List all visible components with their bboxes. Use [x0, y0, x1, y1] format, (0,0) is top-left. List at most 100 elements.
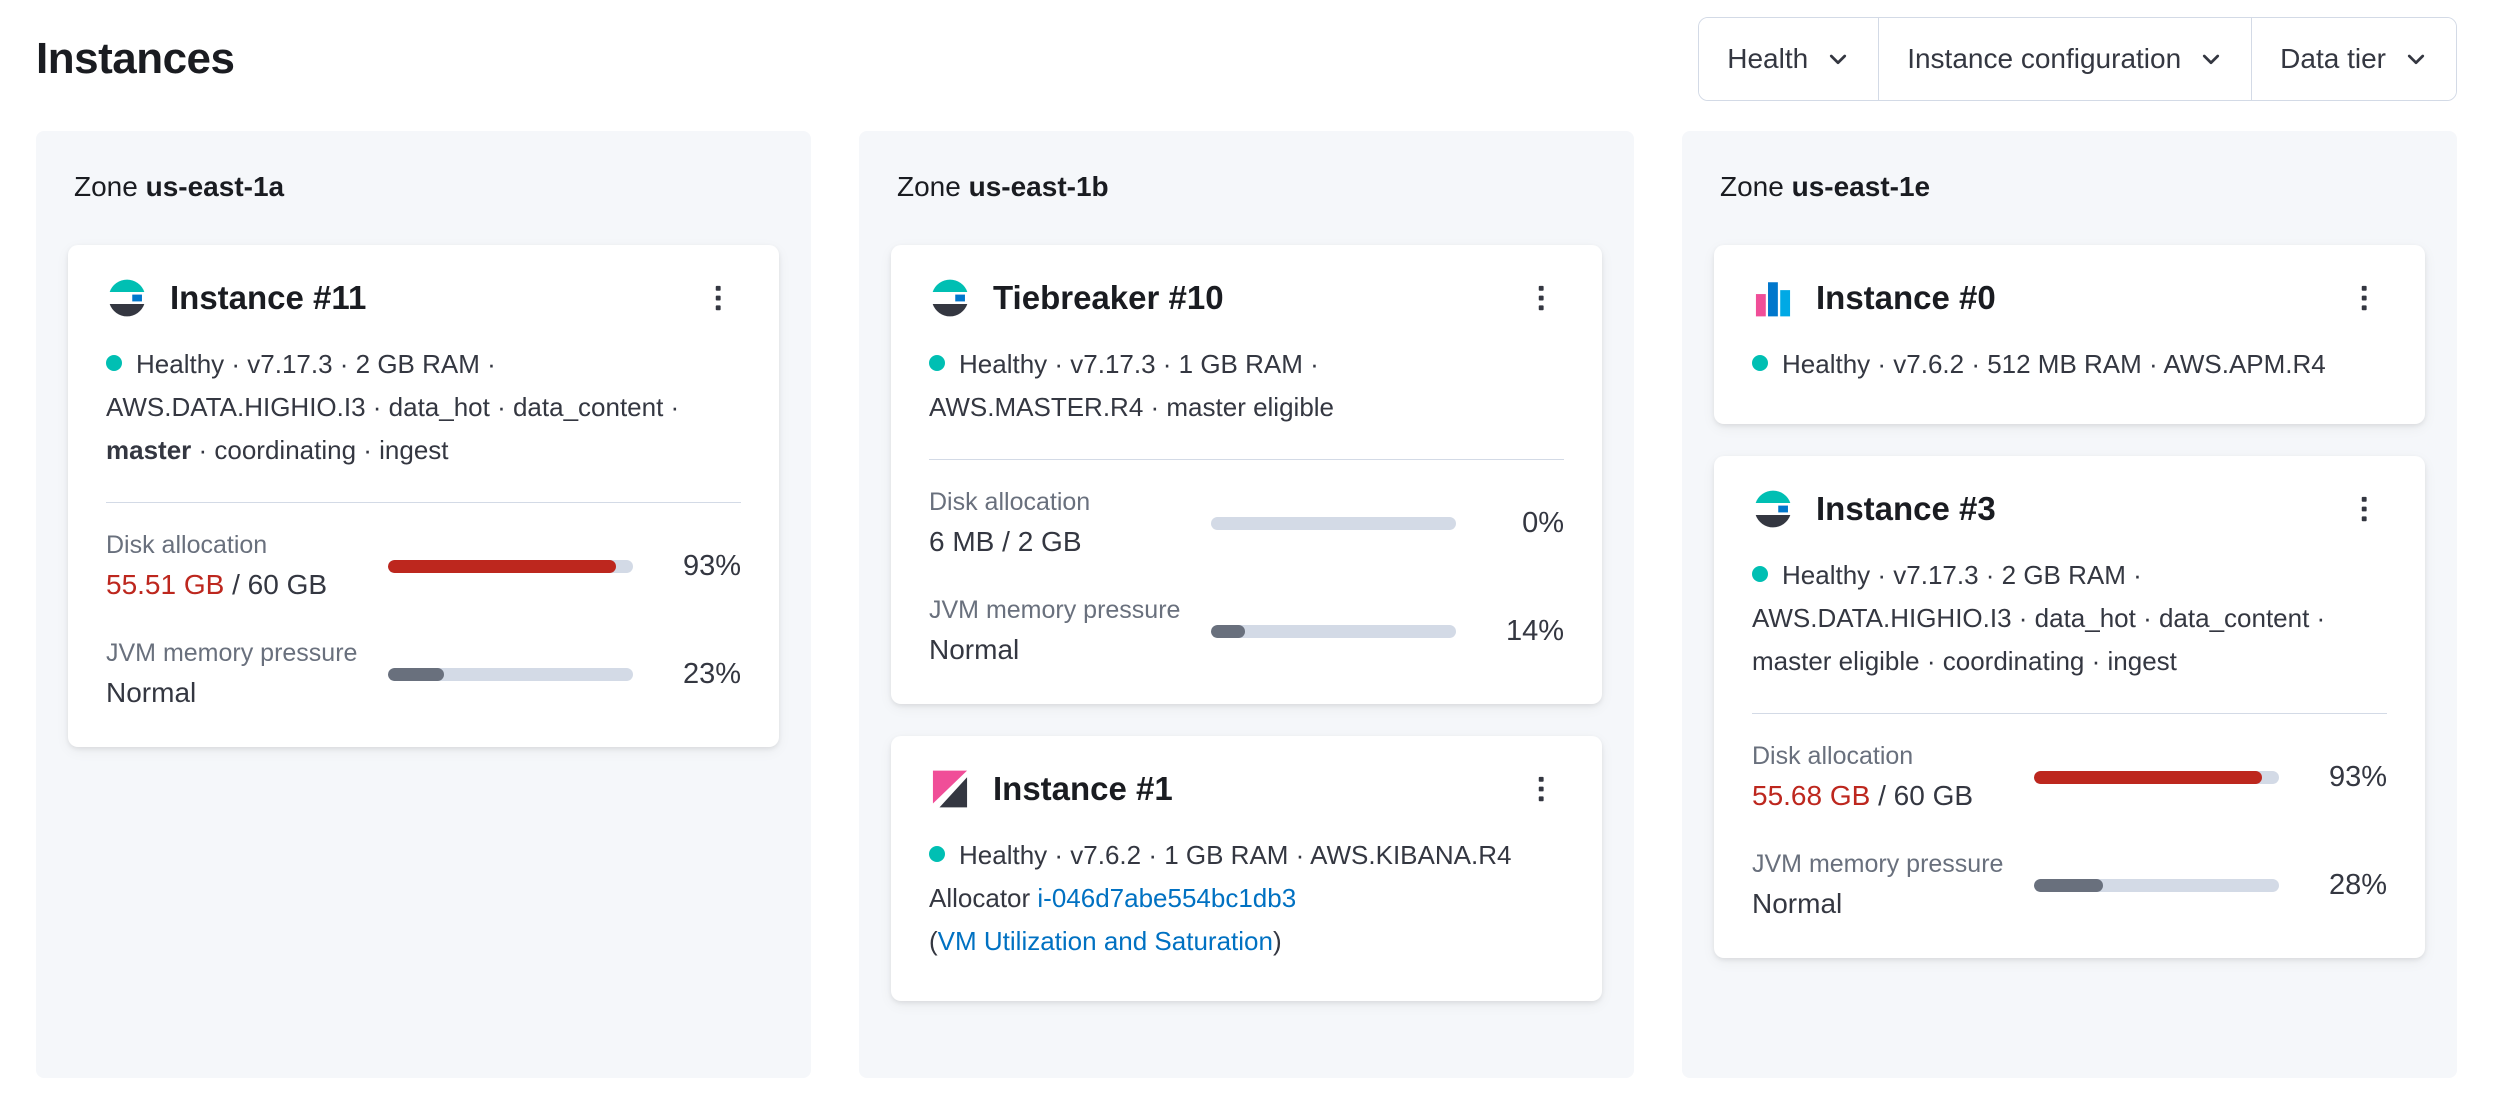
elasticsearch-icon	[929, 277, 971, 319]
ellipsis-vertical-icon	[1538, 776, 1544, 802]
filter-instance-configuration[interactable]: Instance configuration	[1878, 18, 2252, 100]
instance-title: Tiebreaker #10	[993, 279, 1224, 316]
ellipsis-vertical-icon	[2361, 496, 2367, 522]
menu-button-instance-1[interactable]	[1518, 768, 1564, 810]
card-divider	[1752, 713, 2387, 714]
health-dot-icon	[1752, 566, 1768, 582]
card-divider	[106, 502, 741, 503]
elasticsearch-icon	[1752, 488, 1794, 530]
card-header: Instance #0	[1752, 277, 2387, 319]
meta-bold: master	[106, 435, 192, 465]
jvm-memory-value: Normal	[929, 634, 1020, 665]
disk-used: 55.68 GB	[1752, 780, 1871, 811]
meta-line: AWS.DATA.HIGHIO.I3 · data_hot · data_con…	[106, 392, 680, 422]
filter-health[interactable]: Health	[1699, 18, 1879, 100]
jvm-memory-value: Normal	[106, 677, 197, 708]
zone-name: us-east-1b	[968, 171, 1109, 202]
disk-allocation-label: Disk allocation	[929, 488, 1091, 516]
menu-button-instance-3[interactable]	[2341, 488, 2387, 530]
vm-utilization-link[interactable]: VM Utilization and Saturation	[937, 926, 1273, 956]
meta-line: master · coordinating · ingest	[106, 429, 741, 472]
menu-button-instance-0[interactable]	[2341, 277, 2387, 319]
meta-text: Healthy · v7.17.3 · 1 GB RAM ·	[959, 349, 1319, 379]
instance-title: Instance #0	[1816, 279, 1996, 316]
zone-label: Zone	[897, 171, 961, 202]
apm-icon	[1752, 277, 1794, 319]
disk-allocation-percent: 0%	[1522, 506, 1564, 539]
ellipsis-vertical-icon	[715, 285, 721, 311]
card-header: Tiebreaker #10	[929, 277, 1564, 319]
filter-data-tier-label: Data tier	[2280, 43, 2386, 74]
meta-line: Healthy · v7.17.3 · 2 GB RAM ·	[106, 343, 741, 386]
stat-text: Disk allocation 55.68 GB / 60 GB	[1752, 742, 2034, 812]
meta-text: Healthy · v7.6.2 · 512 MB RAM · AWS.APM.…	[1782, 349, 2326, 379]
menu-button-instance-11[interactable]	[695, 277, 741, 319]
zone-label: Zone	[1720, 171, 1784, 202]
jvm-memory-stat: JVM memory pressure Normal 28%	[1752, 850, 2387, 920]
zone-name: us-east-1e	[1791, 171, 1931, 202]
topbar: Instances Health Instance configuration …	[0, 0, 2500, 101]
allocator-line: Allocator i-046d7abe554bc1db3	[929, 877, 1564, 920]
chevron-down-icon	[1830, 54, 1847, 65]
zone-us-east-1e: Zone us-east-1e Instance #0 Healthy · v7…	[1682, 131, 2457, 1078]
disk-allocation-bar	[2034, 770, 2279, 784]
meta-text: · coordinating · ingest	[191, 435, 449, 465]
meta-line: AWS.MASTER.R4 · master eligible	[929, 392, 1335, 422]
chevron-down-icon	[2203, 54, 2220, 65]
instance-card-0: Instance #0 Healthy · v7.6.2 · 512 MB RA…	[1714, 245, 2425, 424]
jvm-memory-label: JVM memory pressure	[1752, 850, 2004, 878]
stat-text: JVM memory pressure Normal	[1752, 850, 2034, 920]
zone-label: Zone	[74, 171, 138, 202]
vm-utilization-line: (VM Utilization and Saturation)	[929, 920, 1564, 963]
disk-allocation-value: 6 MB / 2 GB	[929, 526, 1082, 557]
paren-close: )	[1272, 926, 1282, 956]
zone-us-east-1b: Zone us-east-1b Tiebreaker #10 Healthy ·…	[859, 131, 1634, 1078]
jvm-memory-label: JVM memory pressure	[106, 639, 358, 667]
disk-allocation-bar	[388, 559, 633, 573]
jvm-memory-stat: JVM memory pressure Normal 23%	[106, 639, 741, 709]
instance-meta: Healthy · v7.6.2 · 512 MB RAM · AWS.APM.…	[1752, 343, 2387, 386]
disk-total: / 60 GB	[1870, 780, 1974, 811]
disk-allocation-stat: Disk allocation 55.51 GB / 60 GB 93%	[106, 531, 741, 601]
zone-us-east-1a: Zone us-east-1a Instance #11 Healthy · v…	[36, 131, 811, 1078]
jvm-memory-bar	[388, 667, 633, 681]
instance-card-11: Instance #11 Healthy · v7.17.3 · 2 GB RA…	[68, 245, 779, 747]
disk-allocation-bar	[1211, 516, 1456, 530]
disk-allocation-percent: 93%	[2328, 760, 2387, 793]
paren-open: (	[929, 926, 938, 956]
jvm-memory-label: JVM memory pressure	[929, 596, 1181, 624]
meta-line: Healthy · v7.6.2 · 512 MB RAM · AWS.APM.…	[1752, 343, 2387, 386]
filter-data-tier[interactable]: Data tier	[2251, 18, 2456, 100]
jvm-memory-value: Normal	[1752, 888, 1843, 919]
zone-title: Zone us-east-1e	[1720, 171, 2425, 203]
disk-total: / 60 GB	[224, 569, 328, 600]
jvm-memory-bar	[2034, 878, 2279, 892]
stat-text: JVM memory pressure Normal	[929, 596, 1211, 666]
stat-text: Disk allocation 6 MB / 2 GB	[929, 488, 1211, 558]
meta-line: master eligible · coordinating · ingest	[1752, 646, 2177, 676]
card-header: Instance #11	[106, 277, 741, 319]
instance-meta: Healthy · v7.17.3 · 2 GB RAM · AWS.DATA.…	[106, 343, 741, 472]
filter-health-label: Health	[1727, 43, 1809, 74]
stat-text: Disk allocation 55.51 GB / 60 GB	[106, 531, 388, 601]
health-dot-icon	[929, 355, 945, 371]
disk-allocation-label: Disk allocation	[106, 531, 268, 559]
disk-allocation-value: 55.68 GB / 60 GB	[1752, 780, 2034, 812]
filter-instance-configuration-label: Instance configuration	[1907, 43, 2182, 74]
instance-card-3: Instance #3 Healthy · v7.17.3 · 2 GB RAM…	[1714, 456, 2425, 958]
disk-used: 55.51 GB	[106, 569, 225, 600]
meta-line: Healthy · v7.6.2 · 1 GB RAM · AWS.KIBANA…	[929, 834, 1564, 877]
ellipsis-vertical-icon	[1538, 285, 1544, 311]
menu-button-tiebreaker-10[interactable]	[1518, 277, 1564, 319]
filter-group: Health Instance configuration Data tier	[1698, 17, 2457, 101]
card-divider	[929, 459, 1564, 460]
health-dot-icon	[929, 846, 945, 862]
instance-meta: Healthy · v7.6.2 · 1 GB RAM · AWS.KIBANA…	[929, 834, 1564, 963]
disk-allocation-stat: Disk allocation 55.68 GB / 60 GB 93%	[1752, 742, 2387, 812]
instance-meta: Healthy · v7.17.3 · 2 GB RAM · AWS.DATA.…	[1752, 554, 2387, 683]
meta-line: AWS.DATA.HIGHIO.I3 · data_hot · data_con…	[1752, 603, 2326, 633]
page-title: Instances	[36, 34, 235, 83]
instance-title: Instance #1	[993, 770, 1173, 807]
allocator-link[interactable]: i-046d7abe554bc1db3	[1037, 883, 1297, 913]
instance-meta: Healthy · v7.17.3 · 1 GB RAM · AWS.MASTE…	[929, 343, 1564, 429]
